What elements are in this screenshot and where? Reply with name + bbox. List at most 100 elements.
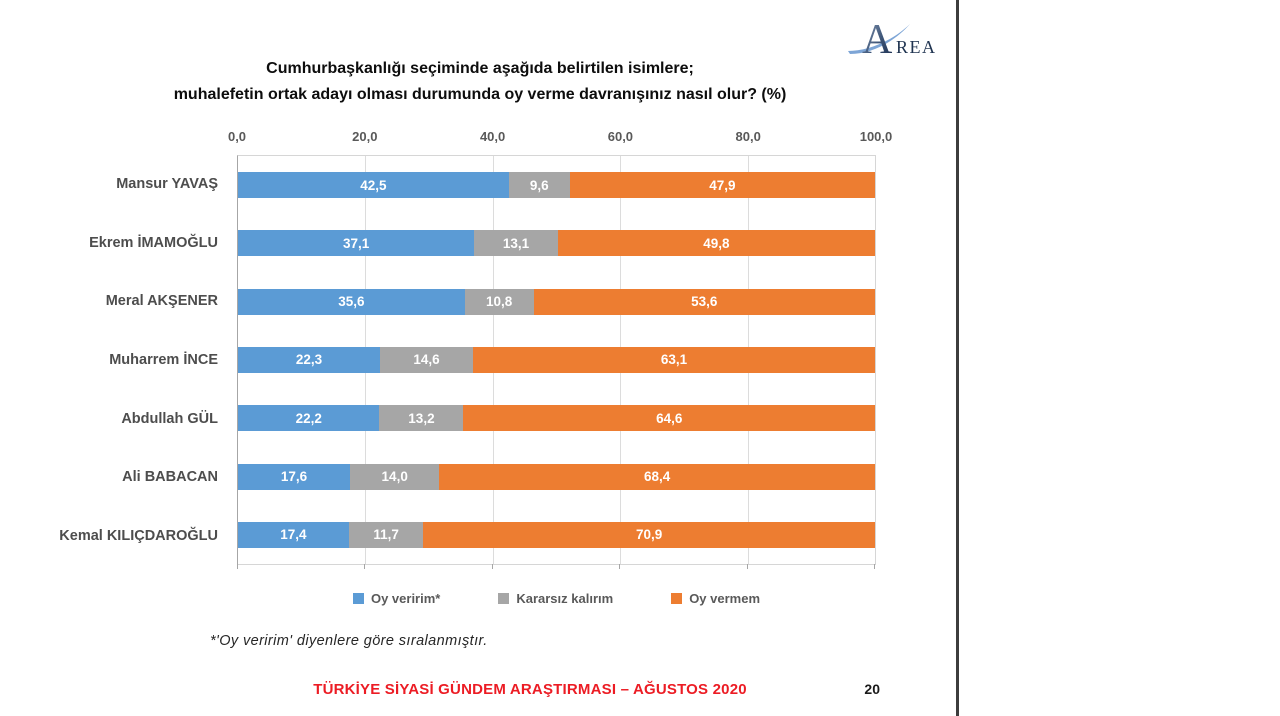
bar-value-label: 42,5	[360, 177, 387, 193]
bar-value-label: 70,9	[636, 527, 663, 543]
chart-legend: Oy veririm* Kararsız kalırım Oy vermem	[237, 591, 876, 606]
vertical-divider-line	[956, 0, 959, 716]
bar-segment: 64,6	[463, 405, 875, 432]
bar-segment: 47,9	[569, 172, 875, 199]
bar-segment: 70,9	[423, 521, 875, 548]
legend-label: Oy vermem	[689, 591, 761, 606]
bar-row: 42,5 9,6 47,9	[238, 156, 875, 214]
bar-value-label: 22,2	[295, 410, 322, 426]
x-axis-tick-label: 80,0	[735, 129, 761, 144]
bar-rows: 42,5 9,6 47,9 37,1 13,1 49,8 35,6 10,8 53,6 22,3 1…	[238, 156, 875, 564]
bar-row: 22,2 13,2 64,6	[238, 389, 875, 447]
legend-swatch	[498, 593, 510, 604]
bar-segment: 63,1	[473, 346, 875, 373]
axis-tick-mark	[874, 564, 875, 569]
x-axis-tick-label: 0,0	[227, 129, 247, 144]
legend-label: Oy veririm*	[370, 591, 441, 606]
bar-segment: 68,4	[439, 463, 875, 490]
axis-tick-mark	[237, 564, 238, 569]
legend-label: Kararsız kalırım	[516, 591, 614, 606]
bar-segment: 14,0	[350, 463, 440, 490]
bar-segment: 37,1	[238, 230, 475, 257]
bar-value-label: 49,8	[703, 235, 730, 251]
bar-segment: 13,2	[379, 405, 464, 432]
bar-row: 37,1 13,1 49,8	[238, 214, 875, 272]
axis-tick-mark	[746, 564, 748, 569]
chart-title: Cumhurbaşkanlığı seçiminde aşağıda belir…	[40, 56, 920, 108]
bar-value-label: 63,1	[660, 352, 688, 368]
axis-tick-mark	[364, 564, 366, 569]
x-axis-tick-label: 100,0	[859, 129, 893, 144]
bar-segment: 17,6	[238, 463, 351, 490]
chart-title-line2: muhalefetin ortak adayı olması durumunda…	[173, 86, 787, 103]
sorting-footnote: *'Oy veririm' diyenlere göre sıralanmışt…	[210, 633, 488, 649]
bar-value-label: 14,0	[381, 469, 408, 485]
bar-segment: 11,7	[348, 521, 424, 548]
legend-item: Kararsız kalırım	[498, 591, 613, 606]
bar-value-label: 17,6	[280, 469, 308, 485]
stacked-bar: 35,6 10,8 53,6	[238, 288, 875, 315]
bar-segment: 13,1	[474, 230, 558, 257]
bar-value-label: 68,4	[643, 469, 671, 485]
bar-segment: 49,8	[557, 230, 875, 257]
logo-letter-a: A	[862, 17, 893, 61]
logo-text-rea: REA	[896, 37, 937, 57]
category-axis-labels: Mansur YAVAŞ Ekrem İMAMOĞLU Meral AKŞENER M…	[0, 155, 228, 565]
bar-value-label: 11,7	[373, 527, 399, 543]
bar-row: 35,6 10,8 53,6	[238, 273, 875, 331]
stacked-bar: 22,2 13,2 64,6	[238, 405, 875, 432]
x-axis-tick-labels: 0,0 20,0 40,0 60,0 80,0 100,0	[228, 129, 892, 147]
bar-segment: 42,5	[238, 172, 509, 199]
bar-value-label: 47,9	[709, 177, 736, 193]
bar-value-label: 37,1	[343, 235, 370, 251]
category-label: Mansur YAVAŞ	[116, 176, 218, 193]
bar-row: 17,4 11,7 70,9	[238, 506, 875, 564]
legend-swatch	[671, 593, 683, 604]
bar-segment: 22,2	[238, 405, 380, 432]
bar-segment: 22,3	[238, 346, 381, 373]
stacked-bar: 37,1 13,1 49,8	[238, 230, 875, 257]
chart-title-line1: Cumhurbaşkanlığı seçiminde aşağıda belir…	[266, 60, 694, 77]
plot-area: 42,5 9,6 47,9 37,1 13,1 49,8 35,6 10,8 53,6 22,3 1…	[237, 155, 876, 569]
axis-tick-mark	[491, 564, 493, 569]
bar-segment: 35,6	[238, 288, 465, 315]
bar-value-label: 13,1	[502, 235, 530, 251]
report-footer-title: TÜRKİYE SİYASİ GÜNDEM ARAŞTIRMASI – AĞUS…	[313, 681, 747, 698]
bar-value-label: 13,2	[408, 410, 435, 426]
bar-row: 22,3 14,6 63,1	[238, 331, 875, 389]
stacked-bar: 17,4 11,7 70,9	[238, 521, 875, 548]
bar-segment: 53,6	[533, 288, 875, 315]
category-label: Meral AKŞENER	[105, 293, 218, 310]
x-axis-tick-label: 40,0	[479, 129, 506, 144]
bar-value-label: 35,6	[338, 294, 365, 310]
category-label: Muharrem İNCE	[109, 352, 218, 369]
bar-value-label: 53,6	[691, 294, 718, 310]
stacked-bar: 42,5 9,6 47,9	[238, 172, 875, 199]
axis-tick-mark	[619, 564, 621, 569]
bar-row: 17,6 14,0 68,4	[238, 447, 875, 505]
bar-value-label: 10,8	[486, 294, 513, 310]
logo-swoosh	[848, 24, 910, 54]
bar-segment: 10,8	[464, 288, 534, 315]
category-label: Ekrem İMAMOĞLU	[89, 234, 218, 251]
legend-item: Oy veririm*	[352, 591, 441, 606]
bar-segment: 17,4	[238, 521, 349, 548]
bar-value-label: 9,6	[529, 177, 549, 193]
legend-swatch	[352, 593, 364, 604]
stacked-bar: 22,3 14,6 63,1	[238, 346, 875, 373]
x-axis-tick-label: 60,0	[607, 129, 634, 144]
legend-item: Oy vermem	[671, 591, 760, 606]
category-label: Ali BABACAN	[122, 469, 218, 486]
bar-segment: 14,6	[380, 346, 474, 373]
bar-value-label: 17,4	[280, 527, 307, 543]
page-number: 20	[864, 681, 880, 697]
stacked-bar: 17,6 14,0 68,4	[238, 463, 875, 490]
bar-value-label: 22,3	[295, 352, 323, 368]
category-label: Abdullah GÜL	[121, 410, 218, 427]
category-label: Kemal KILIÇDAROĞLU	[59, 527, 218, 544]
bar-segment: 9,6	[508, 172, 570, 199]
area-logo: A REA	[848, 17, 937, 61]
x-axis-tick-label: 20,0	[352, 129, 378, 144]
bar-value-label: 64,6	[656, 410, 683, 426]
